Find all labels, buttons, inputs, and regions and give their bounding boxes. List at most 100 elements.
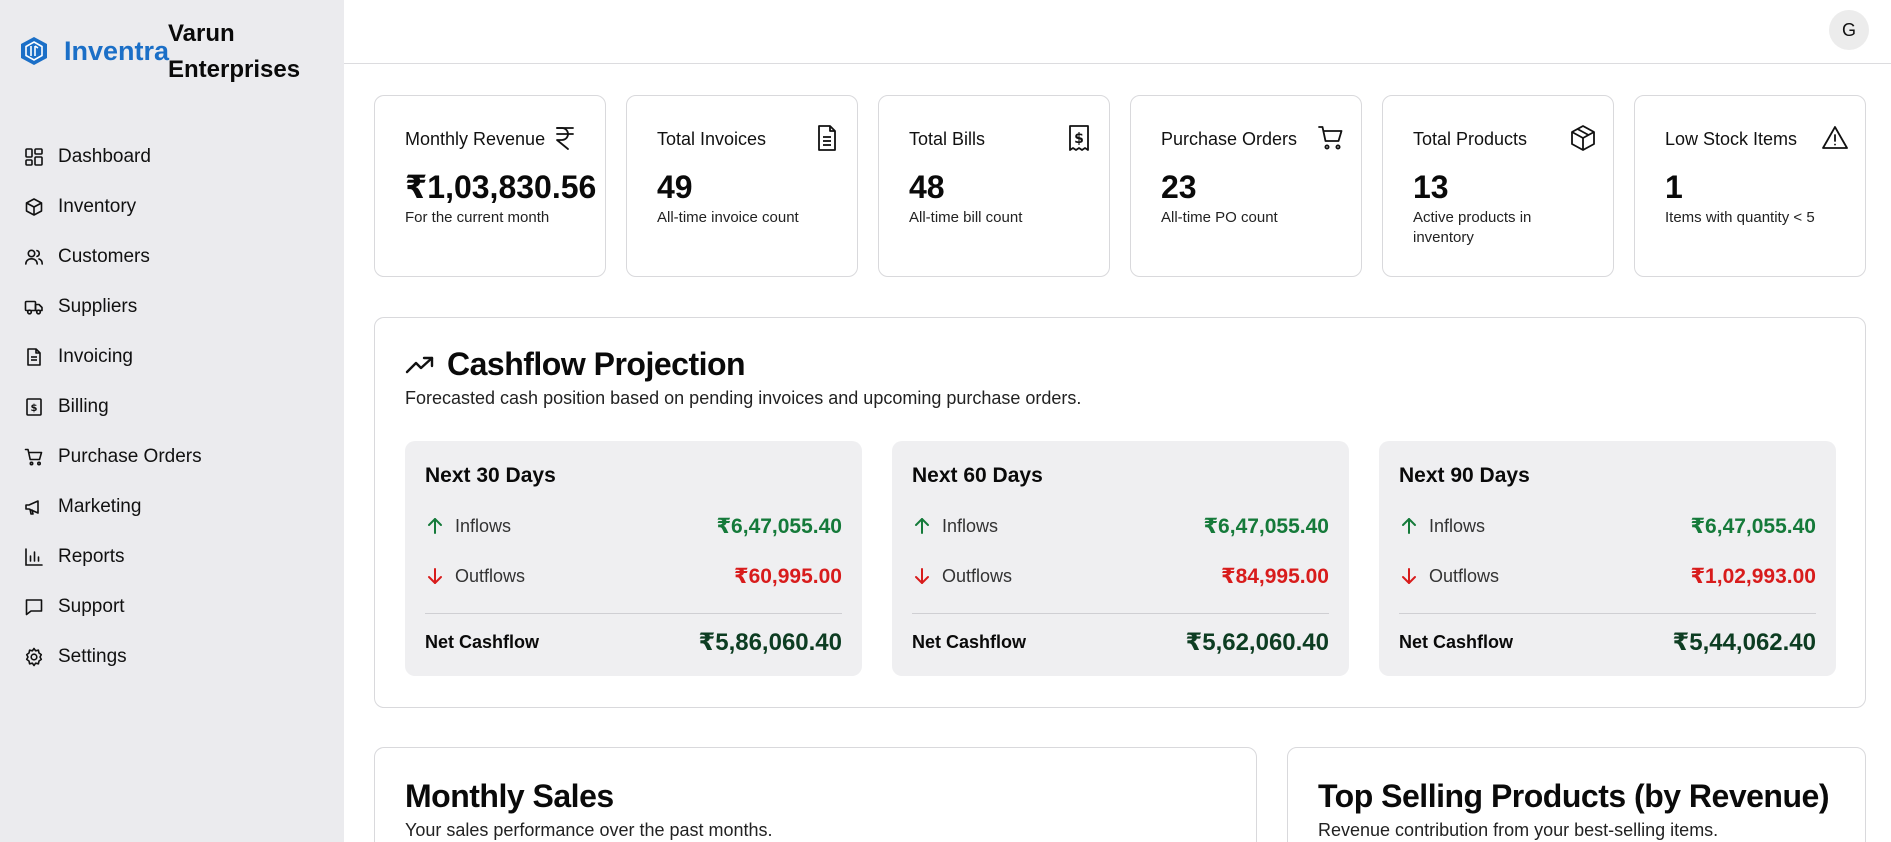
net-cashflow-row: Net Cashflow ₹5,86,060.40 xyxy=(425,614,842,670)
sidebar-item-label: Billing xyxy=(58,396,109,417)
stat-value: ₹1,03,830.56 xyxy=(405,169,597,205)
cashflow-title: Cashflow Projection xyxy=(447,346,746,382)
sidebar-item-customers[interactable]: Customers xyxy=(0,232,344,282)
net-cashflow-row: Net Cashflow ₹5,62,060.40 xyxy=(912,614,1329,670)
stat-title: Monthly Revenue xyxy=(405,129,546,149)
sidebar-item-label: Inventory xyxy=(58,196,137,217)
stat-title: Total Bills xyxy=(909,129,986,149)
sidebar-item-billing[interactable]: $ Billing xyxy=(0,382,344,432)
sidebar-item-support[interactable]: Support xyxy=(0,582,344,632)
monthly-sales-subtitle: Your sales performance over the past mon… xyxy=(405,820,773,840)
sidebar-item-label: Marketing xyxy=(58,496,142,517)
document-icon xyxy=(27,348,41,366)
stat-value: 13 xyxy=(1413,169,1449,205)
inflows-row: Inflows ₹6,47,055.40 xyxy=(425,501,842,551)
inflows-row: Inflows ₹6,47,055.40 xyxy=(1399,501,1816,551)
top-bar: G xyxy=(344,0,1891,64)
divider xyxy=(425,613,842,614)
rupee-icon xyxy=(556,127,574,150)
stat-title: Total Invoices xyxy=(657,129,767,149)
net-cashflow-label: Net Cashflow xyxy=(1399,631,1514,652)
stat-title: Total Products xyxy=(1413,129,1528,149)
cart-icon xyxy=(1318,126,1343,150)
outflows-row: Outflows ₹60,995.00 xyxy=(425,551,842,601)
cashflow-periods: Next 30 Days Inflows ₹6,47,055.40 Outflo… xyxy=(405,441,1836,676)
sidebar-item-purchase-orders[interactable]: Purchase Orders xyxy=(0,432,344,482)
receipt-icon: $ xyxy=(1069,125,1089,151)
stat-description: Active products in inventory xyxy=(1413,209,1532,246)
sidebar-item-label: Support xyxy=(58,596,125,617)
stat-card-low-stock: Low Stock Items 1 Items with quantity < … xyxy=(1634,95,1866,277)
outflows-row: Outflows ₹1,02,993.00 xyxy=(1399,551,1816,601)
megaphone-icon xyxy=(25,500,39,515)
sidebar-item-label: Customers xyxy=(58,246,150,267)
sidebar-item-suppliers[interactable]: Suppliers xyxy=(0,282,344,332)
stat-card-purchase-orders: Purchase Orders 23 All-time PO count xyxy=(1130,95,1362,277)
top-selling-title: Top Selling Products (by Revenue) xyxy=(1318,778,1829,814)
cashflow-period-90-days: Next 90 Days Inflows ₹6,47,055.40 Outflo… xyxy=(1379,441,1836,676)
box-icon xyxy=(1571,125,1595,151)
cashflow-period-30-days: Next 30 Days Inflows ₹6,47,055.40 Outflo… xyxy=(405,441,862,676)
stat-title: Purchase Orders xyxy=(1161,129,1298,149)
brand-name: Inventra xyxy=(64,35,170,66)
stat-value: 48 xyxy=(909,169,945,205)
period-title: Next 90 Days xyxy=(1399,464,1530,487)
arrow-down-icon xyxy=(1402,568,1416,584)
sidebar-item-label: Dashboard xyxy=(58,146,151,167)
outflows-amount: ₹60,995.00 xyxy=(733,564,842,588)
cashflow-header: Cashflow Projection xyxy=(405,346,746,383)
dashboard-icon xyxy=(25,148,43,166)
top-selling-products-card: Top Selling Products (by Revenue) Revenu… xyxy=(1287,747,1866,842)
top-selling-subtitle: Revenue contribution from your best-sell… xyxy=(1318,820,1719,840)
svg-text:$: $ xyxy=(31,403,38,414)
monthly-sales-title: Monthly Sales xyxy=(405,778,614,814)
inflows-label: Inflows xyxy=(1429,515,1486,536)
arrow-up-icon xyxy=(915,518,929,534)
cashflow-projection-card: Cashflow Projection Forecasted cash posi… xyxy=(374,317,1866,708)
period-title: Next 30 Days xyxy=(425,464,556,487)
box-icon xyxy=(25,198,43,216)
outflows-label: Outflows xyxy=(455,565,526,586)
user-avatar[interactable]: G xyxy=(1829,10,1869,50)
svg-text:$: $ xyxy=(1074,131,1084,147)
sidebar-item-label: Reports xyxy=(58,546,125,567)
arrow-down-icon xyxy=(428,568,442,584)
sidebar-item-invoicing[interactable]: Invoicing xyxy=(0,332,344,382)
organization-name: Varun Enterprises xyxy=(168,20,301,83)
sidebar-item-label: Invoicing xyxy=(58,346,133,367)
net-cashflow-amount: ₹5,62,060.40 xyxy=(1185,628,1329,656)
period-title: Next 60 Days xyxy=(912,464,1043,487)
outflows-row: Outflows ₹84,995.00 xyxy=(912,551,1329,601)
stat-card-total-products: Total Products 13 Active products in inv… xyxy=(1382,95,1614,277)
monthly-sales-card: Monthly Sales Your sales performance ove… xyxy=(374,747,1257,842)
stat-card-total-bills: Total Bills $ 48 All-time bill count xyxy=(878,95,1110,277)
stat-description: Items with quantity < 5 xyxy=(1665,209,1815,226)
stat-value: 49 xyxy=(657,169,693,205)
stat-title: Low Stock Items xyxy=(1665,129,1798,149)
net-cashflow-label: Net Cashflow xyxy=(425,631,540,652)
inflows-label: Inflows xyxy=(942,515,999,536)
sidebar-nav: Dashboard Inventory Customers Suppliers xyxy=(0,132,344,682)
brand-logo-icon xyxy=(21,37,47,65)
divider xyxy=(1399,613,1816,614)
stat-value: 1 xyxy=(1665,169,1683,205)
sidebar: Inventra Varun Enterprises Dashboard Inv… xyxy=(0,0,344,842)
document-icon xyxy=(818,125,836,151)
sidebar-item-settings[interactable]: Settings xyxy=(0,632,344,682)
sidebar-item-marketing[interactable]: Marketing xyxy=(0,482,344,532)
sidebar-item-dashboard[interactable]: Dashboard xyxy=(0,132,344,182)
arrow-up-icon xyxy=(1402,518,1416,534)
sidebar-item-reports[interactable]: Reports xyxy=(0,532,344,582)
stat-cards: Monthly Revenue ₹1,03,830.56 For the cur… xyxy=(374,95,1866,277)
net-cashflow-amount: ₹5,86,060.40 xyxy=(698,628,842,656)
sidebar-item-inventory[interactable]: Inventory xyxy=(0,182,344,232)
arrow-up-icon xyxy=(428,518,442,534)
net-cashflow-amount: ₹5,44,062.40 xyxy=(1672,628,1816,656)
brand-link[interactable]: Inventra xyxy=(20,16,169,86)
stat-value: 23 xyxy=(1161,169,1197,205)
inflows-amount: ₹6,47,055.40 xyxy=(716,514,842,538)
outflows-amount: ₹1,02,993.00 xyxy=(1690,564,1816,588)
bar-chart-icon xyxy=(25,548,43,566)
outflows-label: Outflows xyxy=(942,565,1013,586)
cart-icon xyxy=(24,448,43,466)
